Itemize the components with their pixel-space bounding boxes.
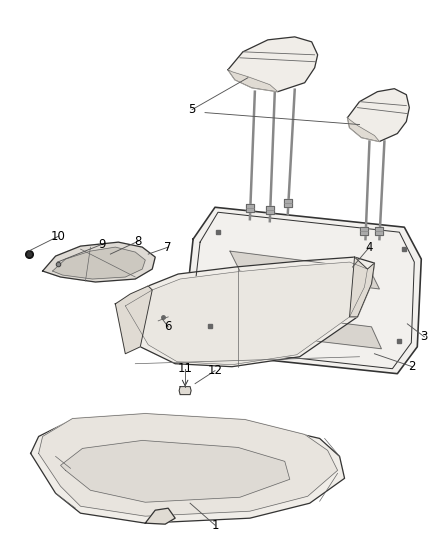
Text: 2: 2 — [409, 360, 416, 373]
Polygon shape — [39, 414, 338, 516]
Polygon shape — [360, 227, 368, 235]
Polygon shape — [125, 262, 367, 365]
Text: 8: 8 — [134, 235, 142, 248]
Polygon shape — [266, 206, 274, 214]
Polygon shape — [179, 386, 191, 394]
Polygon shape — [53, 247, 145, 279]
Polygon shape — [350, 257, 374, 317]
Text: 1: 1 — [211, 519, 219, 531]
Polygon shape — [246, 204, 254, 212]
Polygon shape — [284, 199, 292, 207]
Polygon shape — [42, 242, 155, 282]
Text: 9: 9 — [99, 238, 106, 251]
Polygon shape — [115, 257, 374, 367]
Polygon shape — [347, 118, 379, 141]
Polygon shape — [115, 286, 152, 354]
Polygon shape — [185, 207, 421, 374]
Polygon shape — [230, 251, 379, 289]
Text: 6: 6 — [164, 320, 172, 333]
Polygon shape — [145, 508, 175, 524]
Text: 12: 12 — [208, 364, 223, 377]
Polygon shape — [31, 416, 345, 523]
Polygon shape — [375, 227, 383, 235]
Polygon shape — [228, 70, 278, 92]
Polygon shape — [60, 440, 290, 502]
Text: 11: 11 — [178, 362, 193, 375]
Polygon shape — [228, 37, 318, 92]
Text: 7: 7 — [164, 240, 172, 254]
Polygon shape — [228, 309, 381, 349]
Text: 5: 5 — [188, 103, 196, 116]
Polygon shape — [347, 88, 410, 141]
Text: 10: 10 — [51, 230, 66, 243]
Text: 4: 4 — [366, 240, 373, 254]
Text: 3: 3 — [420, 330, 428, 343]
